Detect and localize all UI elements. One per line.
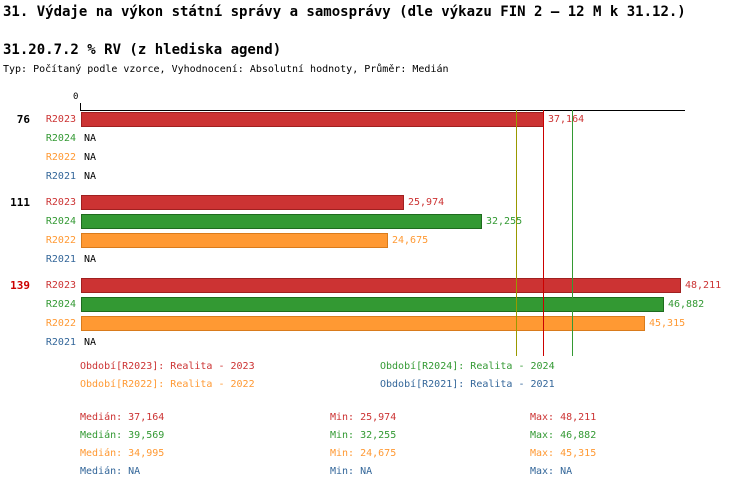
x-axis-tick <box>80 103 81 110</box>
bar-value-label: 37,164 <box>548 114 585 125</box>
stat-min: Min: 24,675 <box>330 448 397 459</box>
bar-r2023 <box>81 112 544 127</box>
reference-line-median-r2023 <box>543 110 544 356</box>
bar-na-label: NA <box>84 133 97 144</box>
bar-value-label: 24,675 <box>392 235 429 246</box>
series-label: R2024 <box>45 133 76 144</box>
series-label: R2021 <box>45 171 76 182</box>
reference-line-median-r2024 <box>572 110 573 356</box>
series-label: R2023 <box>45 197 76 208</box>
bar-r2024 <box>81 214 482 229</box>
bar-na-label: NA <box>84 337 97 348</box>
bar-value-label: 25,974 <box>408 197 445 208</box>
series-label: R2023 <box>45 280 76 291</box>
bar-value-label: 46,882 <box>668 299 705 310</box>
group-label: 111 <box>10 196 30 209</box>
legend-item-r2024: Období[R2024]: Realita - 2024 <box>380 361 555 372</box>
series-label: R2024 <box>45 216 76 227</box>
stat-max: Max: 48,211 <box>530 412 597 423</box>
stat-max: Max: NA <box>530 466 573 477</box>
bar-r2022 <box>81 233 388 248</box>
stats-row-r2022: Medián: 34,995 Min: 24,675 Max: 45,315 <box>0 448 750 466</box>
x-axis-origin-label: 0 <box>73 92 79 102</box>
group-label: 139 <box>10 279 30 292</box>
stat-min: Min: 32,255 <box>330 430 397 441</box>
stat-min: Min: 25,974 <box>330 412 397 423</box>
series-label: R2021 <box>45 337 76 348</box>
series-label: R2024 <box>45 299 76 310</box>
bar-r2023 <box>81 278 681 293</box>
bar-chart-plot: 0 76 R2023 37,164 R2024 NA R2022 NA R2021 NA 111 R… <box>10 92 722 356</box>
bar-na-label: NA <box>84 254 97 265</box>
legend-item-r2023: Období[R2023]: Realita - 2023 <box>80 361 255 372</box>
series-label: R2022 <box>45 318 76 329</box>
page-title: 31. Výdaje na výkon státní správy a samo… <box>3 4 686 20</box>
series-label: R2021 <box>45 254 76 265</box>
stat-median: Medián: 34,995 <box>80 448 165 459</box>
chart-stats: Medián: 37,164 Min: 25,974 Max: 48,211 M… <box>0 412 750 488</box>
bar-na-label: NA <box>84 171 97 182</box>
legend-item-r2022: Období[R2022]: Realita - 2022 <box>80 379 255 390</box>
series-label: R2023 <box>45 114 76 125</box>
stats-row-r2024: Medián: 39,569 Min: 32,255 Max: 46,882 <box>0 430 750 448</box>
bar-value-label: 48,211 <box>685 280 722 291</box>
bar-value-label: 32,255 <box>486 216 523 227</box>
stat-median: Medián: 39,569 <box>80 430 165 441</box>
series-label: R2022 <box>45 152 76 163</box>
chart-legend: Období[R2023]: Realita - 2023 Období[R20… <box>0 361 750 397</box>
legend-item-r2021: Období[R2021]: Realita - 2021 <box>380 379 555 390</box>
bar-value-label: 45,315 <box>649 318 686 329</box>
stat-max: Max: 45,315 <box>530 448 597 459</box>
stat-median: Medián: NA <box>80 466 141 477</box>
bar-r2023 <box>81 195 404 210</box>
stat-median: Medián: 37,164 <box>80 412 165 423</box>
stat-min: Min: NA <box>330 466 373 477</box>
chart-subtitle: 31.20.7.2 % RV (z hlediska agend) <box>3 42 282 58</box>
stats-row-r2023: Medián: 37,164 Min: 25,974 Max: 48,211 <box>0 412 750 430</box>
bar-r2022 <box>81 316 645 331</box>
chart-meta-line: Typ: Počítaný podle vzorce, Vyhodnocení:… <box>3 64 449 75</box>
stat-max: Max: 46,882 <box>530 430 597 441</box>
reference-line-median-r2022 <box>516 110 517 356</box>
stats-row-r2021: Medián: NA Min: NA Max: NA <box>0 466 750 484</box>
group-label: 76 <box>16 113 30 126</box>
bar-r2024 <box>81 297 664 312</box>
x-axis-line <box>80 110 685 111</box>
series-label: R2022 <box>45 235 76 246</box>
bar-na-label: NA <box>84 152 97 163</box>
